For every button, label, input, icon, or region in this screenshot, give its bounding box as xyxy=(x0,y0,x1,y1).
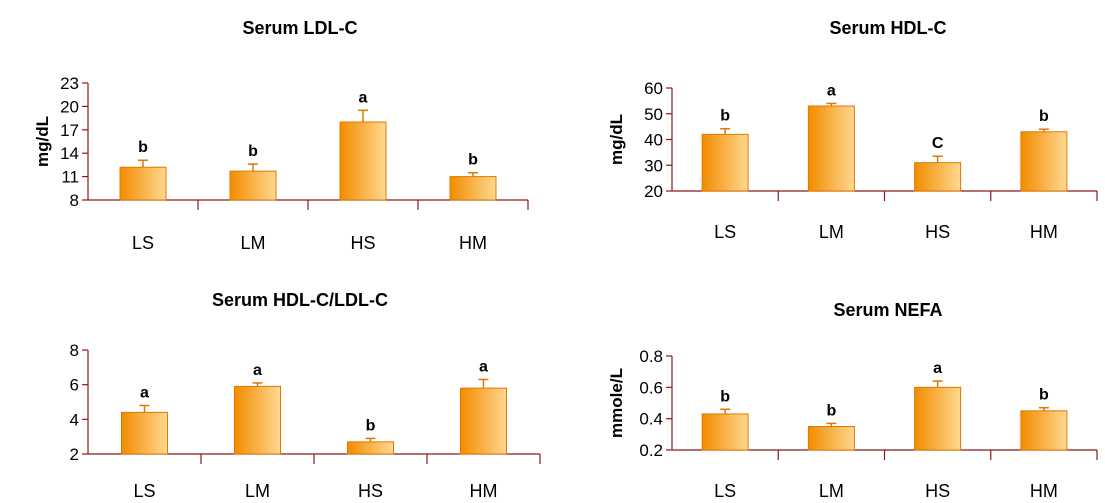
chart-panel-2: Serum HDL-C mg/dL 20 30 40 50 60 b LS a LM C HS b HM xyxy=(607,18,1098,242)
x-category-label: HM xyxy=(459,233,487,253)
y-tick-label: 23 xyxy=(60,74,79,93)
y-tick-label: 14 xyxy=(60,144,79,163)
significance-letter: a xyxy=(359,89,368,106)
y-tick-label: 0.2 xyxy=(639,441,663,460)
bar-hm xyxy=(1020,131,1068,192)
significance-letter: a xyxy=(140,384,149,401)
bar-lm xyxy=(807,426,855,451)
y-tick-label: 4 xyxy=(70,410,79,429)
chart-title: Serum LDL-C xyxy=(242,18,357,38)
x-category-label: LM xyxy=(819,481,844,501)
x-category-label: HS xyxy=(925,222,950,242)
bar-hs xyxy=(339,121,387,201)
chart-panel-4: Serum NEFA mmole/L 0.2 0.4 0.6 0.8 b LS b LM a HS b H… xyxy=(607,300,1098,501)
chart-panel-3: Serum HDL-C/LDL-C 2 4 6 8 a LS a LM b HS a HM xyxy=(70,290,541,501)
significance-letter: b xyxy=(1039,108,1049,125)
y-axis-label: mg/dL xyxy=(607,114,626,165)
y-tick-label: 17 xyxy=(60,121,79,140)
bar-hs xyxy=(914,162,962,192)
y-tick-label: 8 xyxy=(70,191,79,210)
y-tick-label: 0.4 xyxy=(639,410,663,429)
bar-ls xyxy=(701,133,749,192)
y-tick-label: 0.8 xyxy=(639,347,663,366)
bar-ls xyxy=(119,166,167,201)
x-category-label: LM xyxy=(245,481,270,501)
chart-panel-1: Serum LDL-C mg/dL 8 11 14 17 20 23 b LS b LM a HS b HM xyxy=(33,18,529,253)
y-tick-label: 11 xyxy=(61,168,79,187)
chart-title: Serum HDL-C xyxy=(829,18,946,38)
y-tick-label: 2 xyxy=(70,445,79,464)
significance-letter: b xyxy=(366,417,376,434)
y-axis-label: mmole/L xyxy=(607,368,626,438)
bar-hm xyxy=(460,387,507,455)
bar-hs xyxy=(914,386,962,451)
x-category-label: LS xyxy=(714,222,736,242)
x-category-label: HM xyxy=(1030,222,1058,242)
y-tick-label: 8 xyxy=(70,341,79,360)
y-tick-label: 20 xyxy=(644,182,663,201)
x-category-label: LS xyxy=(133,481,155,501)
significance-letter: b xyxy=(720,388,730,405)
bar-ls xyxy=(121,411,168,455)
bar-lm xyxy=(807,105,855,192)
y-tick-label: 30 xyxy=(644,156,663,175)
significance-letter: b xyxy=(468,152,478,169)
y-tick-label: 0.6 xyxy=(639,378,663,397)
y-tick-label: 40 xyxy=(644,131,663,150)
significance-letter: b xyxy=(826,402,836,419)
y-tick-label: 50 xyxy=(644,105,663,124)
significance-letter: b xyxy=(138,139,148,156)
x-category-label: HS xyxy=(358,481,383,501)
significance-letter: a xyxy=(479,358,488,375)
x-category-label: HS xyxy=(925,481,950,501)
significance-letter: b xyxy=(1039,387,1049,404)
chart-title: Serum NEFA xyxy=(833,300,942,320)
significance-letter: b xyxy=(248,143,258,160)
bar-lm xyxy=(229,170,277,201)
bar-hm xyxy=(1020,410,1068,451)
chart-title: Serum HDL-C/LDL-C xyxy=(212,290,388,310)
significance-letter: a xyxy=(933,360,942,377)
y-axis-label: mg/dL xyxy=(33,116,52,167)
significance-letter: C xyxy=(932,135,944,152)
y-tick-label: 20 xyxy=(60,97,79,116)
significance-letter: b xyxy=(720,108,730,125)
bar-hs xyxy=(347,441,394,455)
significance-letter: a xyxy=(253,362,262,379)
x-category-label: LM xyxy=(819,222,844,242)
x-category-label: LS xyxy=(132,233,154,253)
y-tick-label: 60 xyxy=(644,79,663,98)
x-category-label: HM xyxy=(1030,481,1058,501)
x-category-label: HS xyxy=(350,233,375,253)
bar-lm xyxy=(234,385,281,455)
y-tick-label: 6 xyxy=(70,376,79,395)
significance-letter: a xyxy=(827,82,836,99)
bar-hm xyxy=(449,176,497,201)
x-category-label: LM xyxy=(240,233,265,253)
x-category-label: LS xyxy=(714,481,736,501)
x-category-label: HM xyxy=(470,481,498,501)
bar-ls xyxy=(701,413,749,451)
